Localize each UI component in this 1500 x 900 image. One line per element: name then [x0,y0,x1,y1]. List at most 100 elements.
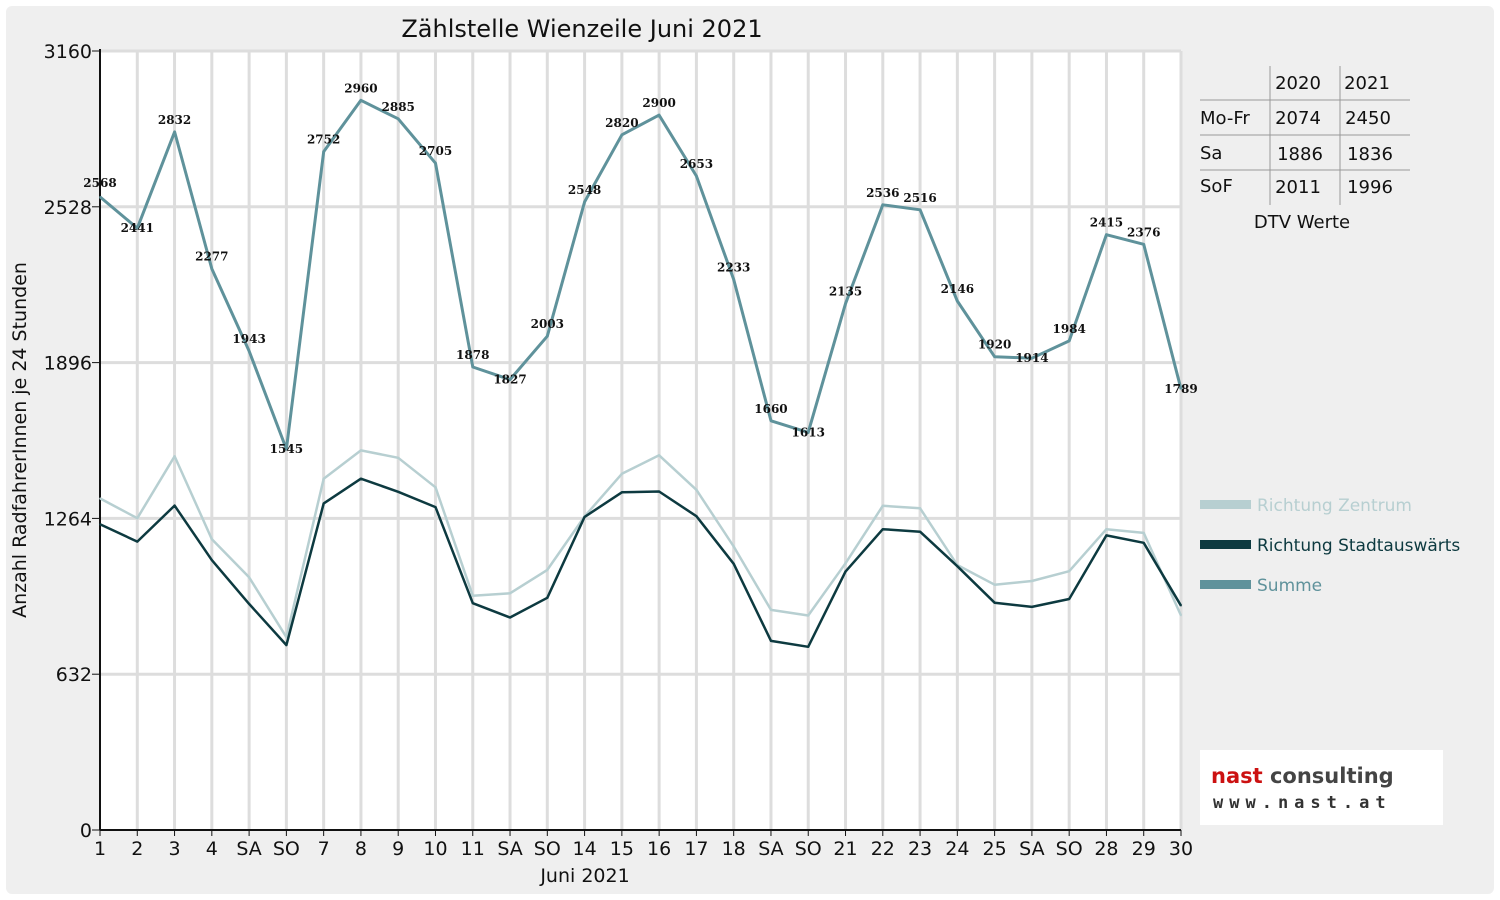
data-label: 1789 [1164,382,1197,396]
data-point [732,545,735,548]
table-row-label: Sa [1200,143,1222,164]
data-point [322,477,325,480]
x-tick-label: SA [758,838,783,860]
data-labels: 2568 2441 2832 2277 1943 1545 2752 2960 2885 2705… [83,81,1197,456]
data-point [956,300,959,302]
data-point [1105,233,1108,236]
data-label: 2568 [83,176,116,190]
table-cell: 2450 [1345,108,1391,129]
x-tick-label: 14 [572,838,596,860]
data-point [322,502,325,505]
x-tick-label: 24 [945,838,969,860]
data-point [658,454,660,457]
x-tick-label: 11 [461,838,485,860]
series-line-stadtauswaerts [99,477,1183,649]
data-label: 1878 [456,348,489,362]
data-point [173,455,176,458]
x-tick-label: 3 [169,838,181,860]
data-label: 2960 [344,81,377,95]
data-point [1031,357,1033,359]
data-point [434,506,437,508]
data-point [1068,570,1070,572]
data-label: 2516 [903,191,936,205]
data-point [881,204,884,206]
x-tick-label: 8 [355,838,367,860]
legend-label-summe: Summe [1257,576,1322,596]
legend-swatch-summe [1200,580,1251,589]
logo-word-consulting: consulting [1263,764,1394,788]
data-point [546,569,549,571]
y-tick-label: 0 [80,820,92,842]
data-label: 2277 [195,250,228,264]
x-tick-label: 29 [1132,838,1156,860]
series-line-zentrum [99,449,1183,639]
data-point [807,614,810,617]
data-point [322,150,325,153]
data-point [136,227,139,230]
x-tick-label: 10 [423,838,447,860]
data-point [695,515,698,517]
data-point [546,335,549,338]
data-point [509,616,511,619]
series-line-summe [99,98,1183,451]
data-label: 2752 [307,133,340,147]
data-point [993,601,996,604]
table-row-label: SoF [1200,176,1233,197]
data-point [956,565,959,568]
data-point [695,175,698,177]
data-point [509,592,511,595]
x-tick-label: SA [236,838,261,860]
data-label: 2832 [158,113,191,127]
data-label: 2705 [419,144,452,158]
data-point [658,114,660,116]
data-point [211,559,213,561]
logo-url: www.nast.at [1213,793,1392,813]
logo-wordmark: nast consulting [1211,764,1394,788]
data-label: 2003 [531,317,564,331]
data-point [248,350,250,352]
data-label: 2376 [1127,225,1160,239]
data-point [844,570,847,573]
data-point [285,644,288,646]
table-header-2020: 2020 [1275,73,1321,94]
x-tick-label: SA [497,838,522,860]
data-point [173,504,176,507]
data-label: 1984 [1052,322,1085,336]
data-label: 2653 [680,157,713,171]
data-point [1031,606,1033,608]
data-point [211,267,213,270]
data-point [509,378,511,381]
data-point [285,448,288,450]
x-tick-label: 15 [610,838,634,860]
data-label: 1943 [232,332,265,346]
logo-word-nast: nast [1211,764,1263,788]
legend-label-stadtauswaerts: Richtung Stadtauswärts [1257,536,1460,556]
data-point [248,603,250,605]
data-point [844,302,847,305]
data-point [285,636,288,639]
data-label: 2900 [642,96,675,110]
data-point [621,472,623,475]
legend-swatch-stadtauswaerts [1200,540,1251,549]
dtv-table: 2020 2021 Mo-Fr 2074 2450 Sa 1886 1836 S… [1200,66,1410,233]
data-point [1180,388,1182,390]
x-tick-label: 7 [318,838,330,860]
data-point [770,640,772,642]
data-point [881,528,884,531]
data-point [732,278,735,281]
y-axis-label: Anzahl RadfahrerInnen je 24 Stunden [9,262,31,618]
data-point [136,540,139,543]
data-point [99,523,101,526]
x-tick-label: 16 [647,838,671,860]
data-label: 2146 [941,282,974,296]
data-point [1180,604,1182,607]
grid [100,49,1183,830]
data-point [807,431,810,434]
nast-consulting-logo: nast consulting www.nast.at [1200,750,1443,825]
data-point [919,208,921,211]
table-cell: 1836 [1347,144,1393,165]
data-point [99,497,101,500]
x-tick-label: SO [534,838,561,860]
